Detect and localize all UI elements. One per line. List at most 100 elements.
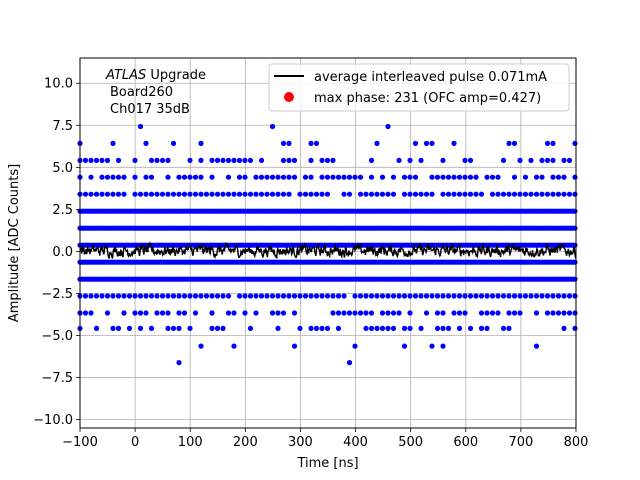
sample-point <box>423 310 430 316</box>
sample-point <box>495 310 501 316</box>
sample-point <box>225 310 232 316</box>
sample-point <box>192 293 199 299</box>
sample-point <box>467 174 474 180</box>
sample-point <box>330 157 336 163</box>
sample-point <box>181 174 188 180</box>
sample-point <box>291 174 298 180</box>
sample-point <box>390 325 397 331</box>
sample-point <box>324 191 331 197</box>
sample-point <box>319 191 325 197</box>
sample-point <box>165 293 171 299</box>
sample-point <box>93 157 100 163</box>
sample-point <box>341 293 347 299</box>
sample-point <box>544 157 551 163</box>
sample-point <box>110 325 116 331</box>
sample-point <box>412 293 419 299</box>
sample-point <box>539 157 545 163</box>
sample-point <box>368 157 375 163</box>
sample-point <box>401 174 408 180</box>
x-tick-label: 800 <box>564 435 589 450</box>
sample-point <box>319 174 325 180</box>
sample-point <box>187 191 193 197</box>
sample-point <box>357 293 364 299</box>
sample-point <box>544 310 551 316</box>
sample-point <box>192 174 199 180</box>
sample-point <box>374 293 380 299</box>
sample-point <box>225 157 232 163</box>
sample-point <box>231 310 237 316</box>
sample-point <box>462 293 468 299</box>
sample-point <box>440 157 446 163</box>
sample-point <box>495 293 501 299</box>
sample-point <box>181 310 188 316</box>
sample-point <box>93 191 100 197</box>
sample-point <box>484 174 490 180</box>
sample-point <box>110 174 116 180</box>
x-tick-label: 100 <box>178 435 203 450</box>
y-tick-label: −2.5 <box>41 287 73 302</box>
y-tick-label: −10.0 <box>33 413 73 428</box>
sample-point <box>176 325 182 331</box>
sample-point <box>511 191 518 197</box>
sample-point <box>434 293 441 299</box>
sample-point <box>478 293 485 299</box>
sample-point <box>247 157 254 163</box>
sample-point <box>412 191 419 197</box>
sample-point <box>264 293 270 299</box>
sample-point <box>143 293 149 299</box>
sample-point <box>148 157 155 163</box>
sample-point <box>500 325 507 331</box>
sample-point <box>148 174 155 180</box>
sample-point <box>258 191 265 197</box>
sample-point <box>99 191 105 197</box>
legend-marker-max-phase <box>284 92 294 102</box>
sample-point <box>495 191 501 197</box>
sample-point <box>154 310 160 316</box>
sample-point <box>566 293 573 299</box>
sample-point <box>148 191 155 197</box>
sample-point <box>396 293 402 299</box>
sample-point <box>566 191 573 197</box>
sample-point <box>137 123 144 130</box>
plot-frame <box>79 57 577 429</box>
sample-point <box>176 293 182 299</box>
sample-point <box>209 191 215 197</box>
sample-point <box>385 123 391 130</box>
sample-point <box>385 325 391 331</box>
sample-point <box>148 293 155 299</box>
sample-point <box>242 310 248 316</box>
sample-point <box>137 310 144 316</box>
sample-point <box>517 191 523 197</box>
sample-point <box>572 259 578 265</box>
sample-point <box>335 293 342 299</box>
sample-point <box>82 191 89 197</box>
sample-point <box>363 293 369 299</box>
sample-point <box>181 293 188 299</box>
sample-point <box>198 140 204 146</box>
axis-ticks: −100 0 100 200 300 400 500 600 700 800 −10.0 −7.5 −5… <box>33 77 588 450</box>
sample-point <box>269 174 276 180</box>
sample-point <box>511 310 518 316</box>
sample-point <box>462 310 468 316</box>
sample-point <box>385 191 391 197</box>
sample-point <box>451 310 457 316</box>
sample-point <box>456 325 463 331</box>
y-axis-label: Amplitude [ADC Counts] <box>7 164 22 322</box>
sample-point <box>522 191 529 197</box>
sample-point <box>291 157 298 163</box>
sample-point <box>264 174 270 180</box>
sample-point <box>198 293 204 299</box>
sample-point <box>550 140 556 146</box>
sample-point <box>308 174 314 180</box>
sample-point <box>506 293 512 299</box>
sample-point <box>346 360 353 366</box>
sample-point <box>335 174 342 180</box>
sample-point <box>121 174 127 180</box>
sample-point <box>434 325 441 331</box>
sample-point <box>247 191 254 197</box>
sample-point <box>407 174 413 180</box>
sample-point <box>363 325 369 331</box>
sample-point <box>198 191 204 197</box>
sample-point <box>423 191 430 197</box>
